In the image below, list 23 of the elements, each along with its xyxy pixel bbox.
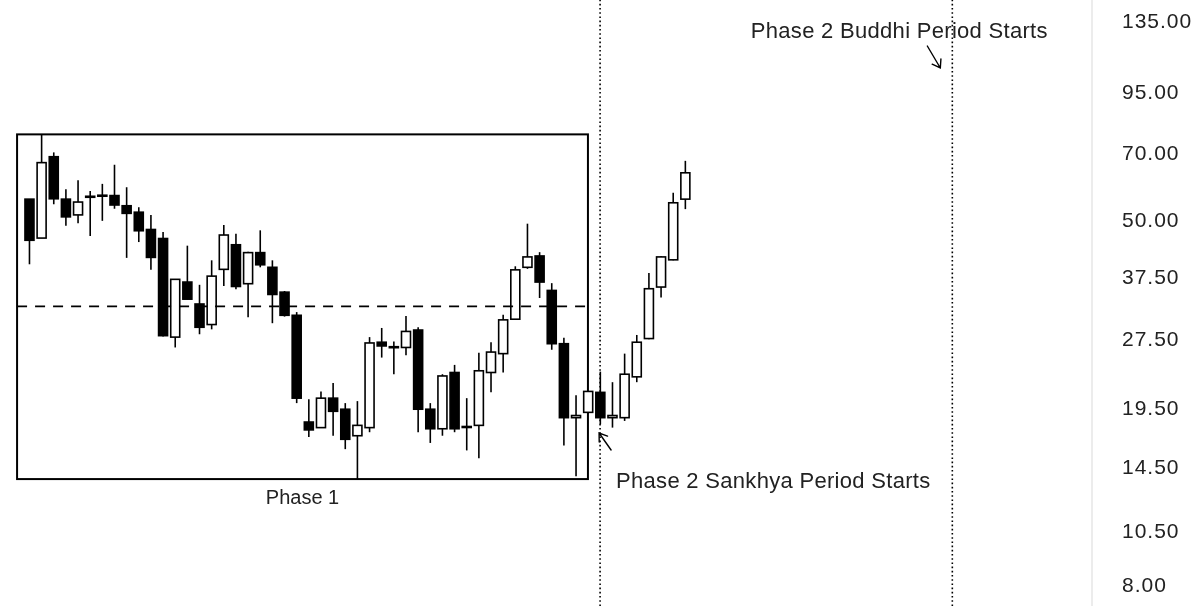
candlestick: [400, 315, 412, 356]
candlestick: [60, 188, 72, 227]
y-tick-label: 50.00: [1122, 207, 1180, 231]
candlestick: [388, 340, 400, 376]
y-tick-label: 10.50: [1122, 519, 1180, 543]
annotation: Phase 2 Sankhya Period Starts: [616, 467, 931, 493]
y-tick-label: 135.00: [1122, 9, 1193, 33]
y-tick-label: 70.00: [1122, 140, 1180, 164]
y-tick-label: 37.50: [1122, 265, 1180, 289]
y-tick-label: 27.50: [1122, 327, 1180, 351]
candlestick: [254, 229, 266, 269]
annotation: Phase 2 Buddhi Period Starts: [750, 17, 1048, 43]
candlestick: [327, 382, 339, 437]
candlestick: [303, 398, 315, 438]
y-tick-label: 19.50: [1122, 395, 1180, 419]
candlestick: [485, 341, 497, 394]
annotation: Phase 1: [265, 486, 340, 509]
candlestick: [582, 390, 594, 415]
y-tick-label: 8.00: [1122, 573, 1167, 597]
candlestick: [84, 190, 96, 237]
candlestick: [72, 179, 84, 225]
y-tick-label: 14.50: [1122, 454, 1180, 478]
y-tick-label: 95.00: [1122, 79, 1180, 103]
